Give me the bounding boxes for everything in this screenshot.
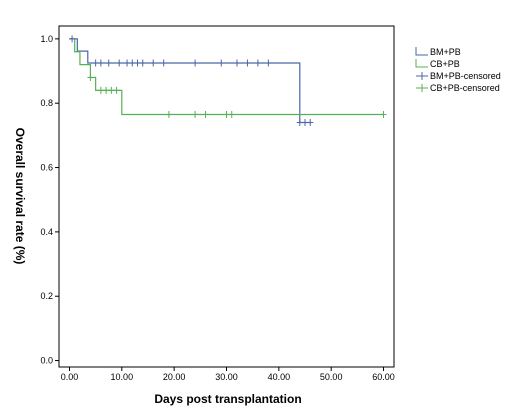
censor-mark-cb-pb	[380, 110, 387, 118]
x-tick-label: 40.00	[268, 372, 291, 382]
censor-mark-bm-pb	[92, 59, 99, 67]
censor-mark-bm-pb	[307, 119, 314, 127]
plot-frame	[58, 25, 395, 368]
x-tick-label: 50.00	[320, 372, 343, 382]
censor-layer	[69, 35, 387, 127]
y-axis-label: Overall survival rate (%)	[13, 128, 27, 265]
censor-mark-bm-pb	[254, 59, 261, 67]
series-layer	[69, 38, 384, 124]
censor-mark-bm-pb	[150, 59, 157, 67]
censor-mark-bm-pb	[302, 119, 309, 127]
y-tick-label: 1.0	[40, 34, 53, 44]
legend-entry-bm-pb: BM+PB	[415, 47, 461, 57]
censor-mark-bm-pb	[218, 59, 225, 67]
censor-mark-bm-pb	[192, 59, 199, 67]
y-tick-label: 0.8	[40, 98, 53, 108]
x-axis-label: Days post transplantation	[154, 392, 301, 406]
legend-entry-cb-pb-censored: CB+PB-censored	[416, 83, 500, 93]
y-tick-label: 0.4	[40, 227, 53, 237]
y-tick-label: 0.6	[40, 163, 53, 173]
censor-mark-bm-pb	[233, 59, 240, 67]
censor-mark-bm-pb	[244, 59, 251, 67]
censor-mark-cb-pb	[87, 73, 94, 81]
series-line-bm-pb	[69, 38, 311, 124]
censor-mark-bm-pb	[124, 59, 131, 67]
legend-entry-cb-pb: CB+PB	[415, 59, 460, 69]
censor-mark-bm-pb	[265, 59, 272, 67]
legend-swatch-cb-pb	[415, 59, 428, 68]
censor-mark-bm-pb	[129, 59, 136, 67]
censor-mark-cb-pb	[108, 86, 115, 94]
censor-mark-cb-pb	[202, 110, 209, 118]
censor-mark-bm-pb	[296, 119, 303, 127]
x-tick-label: 30.00	[215, 372, 238, 382]
censor-mark-cb-pb	[103, 86, 110, 94]
x-tick-label: 20.00	[163, 372, 186, 382]
x-axis: 0.00 10.00 20.00 30.00 40.00 50.00 60.00	[61, 367, 395, 382]
legend: BM+PB CB+PB BM+PB-censored CB+PB-censored	[415, 47, 501, 93]
legend-label-cb-pb-censored: CB+PB-censored	[430, 83, 500, 93]
legend-label-bm-pb-censored: BM+PB-censored	[430, 71, 501, 81]
series-line-cb-pb	[69, 38, 384, 116]
x-tick-label: 10.00	[111, 372, 134, 382]
censor-mark-bm-pb	[105, 59, 112, 67]
y-tick-label: 0.2	[40, 291, 53, 301]
censor-mark-cb-pb	[228, 110, 235, 118]
censor-mark-bm-pb	[69, 35, 76, 43]
legend-label-cb-pb: CB+PB	[430, 59, 460, 69]
censor-mark-bm-pb	[134, 59, 141, 67]
x-tick-label: 0.00	[61, 372, 79, 382]
censor-mark-bm-pb	[160, 59, 167, 67]
legend-entry-bm-pb-censored: BM+PB-censored	[416, 71, 501, 81]
censor-mark-bm-pb	[97, 59, 104, 67]
censor-mark-cb-pb	[165, 110, 172, 118]
censor-mark-cb-pb	[97, 86, 104, 94]
x-tick-label: 60.00	[372, 372, 395, 382]
y-axis: 0.0 0.2 0.4 0.6 0.8 1.0	[40, 34, 59, 366]
censor-mark-bm-pb	[139, 59, 146, 67]
censor-mark-cb-pb	[192, 110, 199, 118]
legend-swatch-bm-pb	[415, 47, 428, 56]
censor-mark-cb-pb	[223, 110, 230, 118]
legend-label-bm-pb: BM+PB	[430, 47, 461, 57]
censor-mark-bm-pb	[116, 59, 123, 67]
censor-mark-cb-pb	[113, 86, 120, 94]
y-tick-label: 0.0	[40, 356, 53, 366]
